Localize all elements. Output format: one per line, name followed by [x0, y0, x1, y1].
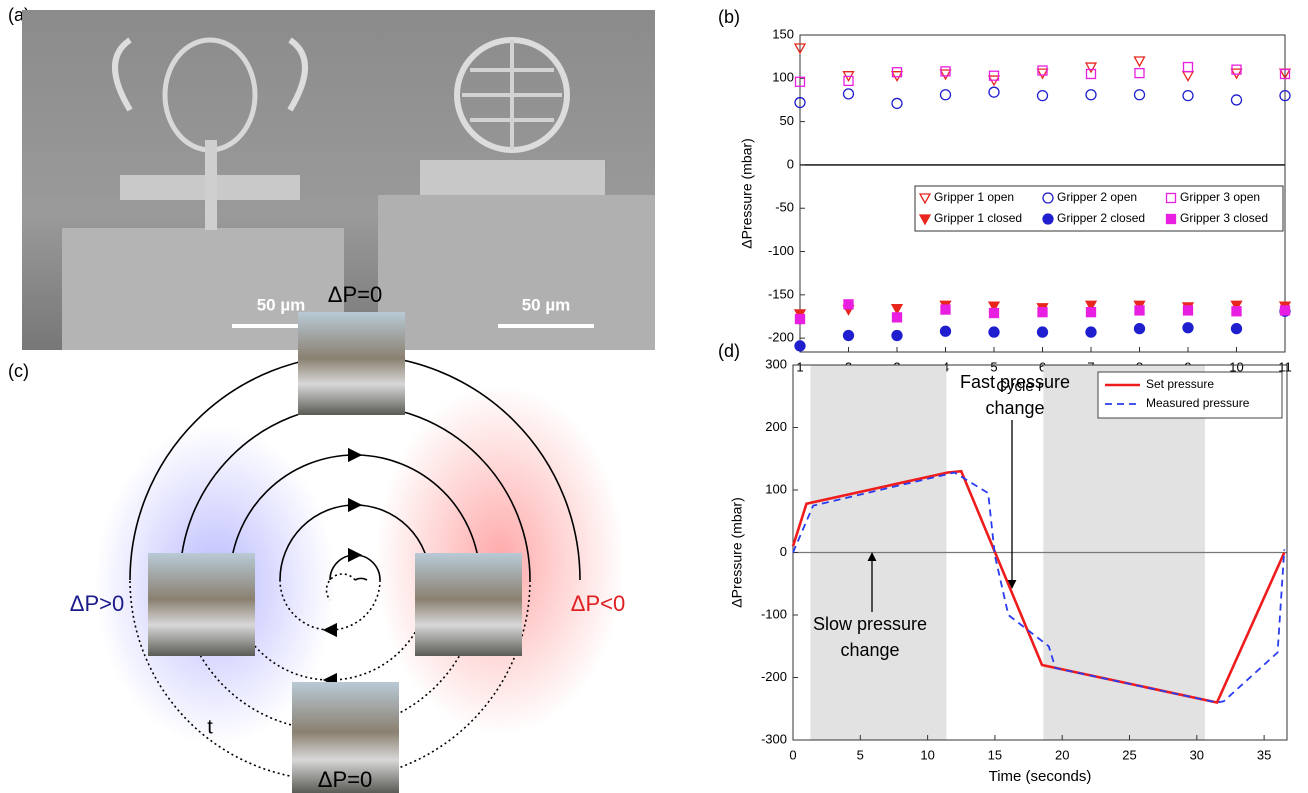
panel-label: (b) — [718, 7, 740, 27]
y-tick-label: 300 — [765, 356, 787, 371]
marker — [1183, 72, 1193, 81]
annotation: Slow pressure — [813, 614, 927, 634]
y-tick-label: 50 — [780, 113, 794, 128]
marker — [1086, 90, 1096, 100]
marker — [1038, 69, 1048, 78]
y-tick-label: -50 — [775, 200, 794, 215]
x-tick-label: 5 — [857, 747, 864, 762]
x-tick-label: 25 — [1122, 747, 1136, 762]
diagram-label: t — [207, 716, 213, 738]
marker — [1086, 63, 1096, 72]
marker — [1232, 307, 1241, 316]
legend-label: Gripper 3 open — [1180, 190, 1260, 204]
marker — [1086, 327, 1096, 337]
y-tick-label: 150 — [772, 26, 794, 41]
marker — [795, 341, 805, 351]
marker — [941, 70, 951, 79]
marker — [989, 87, 999, 97]
marker — [1038, 308, 1047, 317]
y-tick-label: -200 — [768, 330, 794, 345]
marker — [989, 327, 999, 337]
y-tick-label: 0 — [787, 156, 794, 171]
marker — [1135, 324, 1145, 334]
legend-marker — [1167, 215, 1176, 224]
figure: (a) 50 µm 50 µm (c) ΔP=0 ΔP>0 ΔP<0 ΔP=0 … — [0, 0, 1308, 793]
annotation: Fast pressure — [960, 372, 1070, 392]
marker — [893, 313, 902, 322]
x-tick-label: 30 — [1190, 747, 1204, 762]
legend-label: Gripper 1 closed — [934, 211, 1022, 225]
y-tick-label: -200 — [761, 669, 787, 684]
legend-label: Gripper 2 closed — [1057, 211, 1145, 225]
marker — [1135, 306, 1144, 315]
diagram-label: ΔP<0 — [571, 591, 625, 616]
y-tick-label: 200 — [765, 419, 787, 434]
annotation: change — [985, 398, 1044, 418]
scale-bar-label: 50 µm — [522, 295, 571, 314]
panel-label: (c) — [8, 361, 29, 381]
marker — [844, 331, 854, 341]
annotation: change — [840, 640, 899, 660]
marker — [1184, 306, 1193, 315]
x-tick-label: 1 — [796, 359, 803, 374]
x-tick-label: 35 — [1257, 747, 1271, 762]
spiral-diagram — [95, 312, 625, 793]
y-axis-label: ΔPressure (mbar) — [729, 497, 745, 607]
x-tick-label: 15 — [988, 747, 1002, 762]
marker — [1183, 91, 1193, 101]
legend-marker — [1043, 214, 1053, 224]
marker — [892, 98, 902, 108]
marker — [892, 331, 902, 341]
marker — [1281, 306, 1290, 315]
y-axis-label: ΔPressure (mbar) — [739, 138, 755, 248]
marker — [1184, 63, 1193, 72]
x-tick-label: 20 — [1055, 747, 1069, 762]
diagram-label: ΔP=0 — [328, 282, 382, 307]
legend-label: Gripper 2 open — [1057, 190, 1137, 204]
x-tick-label: 0 — [789, 747, 796, 762]
marker — [844, 300, 853, 309]
sem-image — [22, 10, 368, 350]
legend-label: Gripper 1 open — [934, 190, 1014, 204]
marker — [1232, 324, 1242, 334]
marker — [1087, 308, 1096, 317]
marker — [941, 90, 951, 100]
x-axis-label: Time (seconds) — [989, 768, 1092, 785]
marker — [844, 89, 854, 99]
diagram-label: ΔP=0 — [318, 767, 372, 792]
legend-label: Set pressure — [1146, 377, 1214, 391]
x-tick-label: 10 — [920, 747, 934, 762]
y-tick-label: -150 — [768, 286, 794, 301]
marker — [990, 309, 999, 318]
y-tick-label: 100 — [772, 70, 794, 85]
marker — [941, 326, 951, 336]
y-tick-label: -100 — [768, 243, 794, 258]
y-tick-label: -300 — [761, 731, 787, 746]
scale-bar-label: 50 µm — [257, 295, 306, 314]
y-tick-label: 100 — [765, 481, 787, 496]
legend-label: Gripper 3 closed — [1180, 211, 1268, 225]
y-tick-label: -100 — [761, 606, 787, 621]
page: { "panels": { "a": {"label": "(a)", "sca… — [0, 0, 1308, 793]
panel-label: (d) — [718, 341, 740, 361]
marker — [796, 315, 805, 324]
marker — [941, 305, 950, 314]
sem-image — [368, 10, 655, 350]
diagram-label: ΔP>0 — [70, 591, 124, 616]
marker — [1135, 57, 1145, 66]
legend-label: Measured pressure — [1146, 396, 1250, 410]
marker — [1038, 327, 1048, 337]
marker — [1038, 91, 1048, 101]
marker — [1135, 69, 1144, 78]
marker — [1135, 90, 1145, 100]
marker — [1232, 95, 1242, 105]
marker — [1183, 323, 1193, 333]
y-tick-label: 0 — [780, 544, 787, 559]
